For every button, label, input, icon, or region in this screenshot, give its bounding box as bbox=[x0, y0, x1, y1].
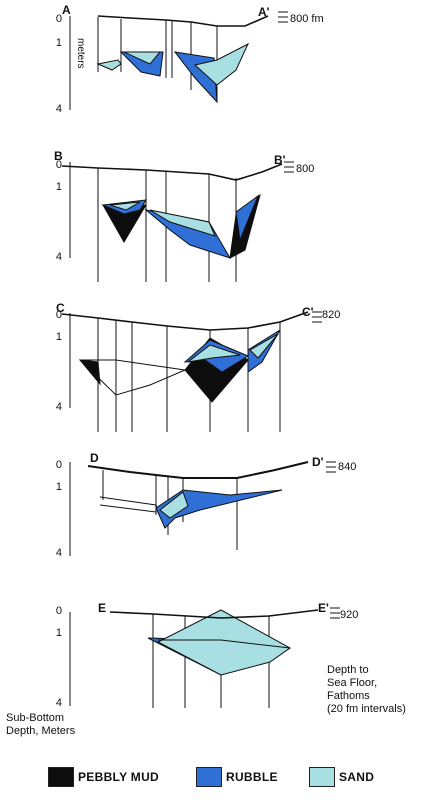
profile-e-depth: 920 bbox=[340, 609, 358, 621]
profile-a-end: A' bbox=[258, 5, 270, 19]
profile-d-start: D bbox=[90, 451, 99, 465]
sea-floor-note-line-2: Sea Floor, bbox=[327, 677, 378, 689]
tick-b-0: 0 bbox=[56, 159, 62, 171]
sea-floor-note-line-1: Depth to bbox=[327, 664, 369, 676]
tick-d-1: 1 bbox=[56, 481, 62, 493]
tick-c-1: 1 bbox=[56, 331, 62, 343]
profile-c-end: C' bbox=[302, 305, 314, 319]
profile-c: 0 1 4 C C' 820 bbox=[56, 301, 340, 432]
tick-a-0: 0 bbox=[56, 13, 62, 25]
sea-floor-note: Depth to Sea Floor, Fathoms (20 fm inter… bbox=[327, 664, 406, 716]
rubble-swatch bbox=[196, 767, 222, 787]
tick-a-4: 4 bbox=[56, 103, 62, 115]
profile-e-end: E' bbox=[318, 601, 329, 615]
profile-b-depth: 800 bbox=[296, 163, 314, 175]
sub-bottom-note-line-2: Depth, Meters bbox=[6, 725, 76, 737]
profile-d-depth: 840 bbox=[338, 461, 356, 473]
profile-b-end: B' bbox=[274, 153, 286, 167]
tick-c-0: 0 bbox=[56, 309, 62, 321]
tick-c-4: 4 bbox=[56, 401, 62, 413]
profile-a: 0 1 4 meters A A' 800 fm bbox=[56, 3, 324, 115]
profile-a-start: A bbox=[62, 3, 71, 17]
legend-item-rubble: RUBBLE bbox=[196, 766, 278, 788]
profile-c-start: C bbox=[56, 301, 65, 315]
tick-a-1: 1 bbox=[56, 37, 62, 49]
tick-e-0: 0 bbox=[56, 605, 62, 617]
profile-d-end: D' bbox=[312, 455, 324, 469]
sand-swatch bbox=[309, 767, 335, 787]
sub-bottom-note: Sub-Bottom Depth, Meters bbox=[6, 712, 75, 738]
legend-label-pebbly-mud: PEBBLY MUD bbox=[78, 770, 160, 784]
sea-floor-note-line-4: (20 fm intervals) bbox=[327, 703, 406, 715]
legend-label-rubble: RUBBLE bbox=[226, 770, 278, 784]
axis-label-meters: meters bbox=[75, 38, 86, 69]
profile-c-depth: 820 bbox=[322, 309, 340, 321]
profile-e-start: E bbox=[98, 601, 106, 615]
tick-e-4: 4 bbox=[56, 697, 62, 709]
profile-a-depth: 800 fm bbox=[290, 13, 324, 25]
legend-item-sand: SAND bbox=[309, 766, 374, 788]
profile-d: 0 1 4 D D' 840 bbox=[56, 451, 356, 559]
profile-b: 0 1 4 B B' 800 bbox=[54, 149, 314, 282]
tick-d-0: 0 bbox=[56, 459, 62, 471]
tick-b-1: 1 bbox=[56, 181, 62, 193]
tick-d-4: 4 bbox=[56, 547, 62, 559]
tick-e-1: 1 bbox=[56, 627, 62, 639]
pebbly-mud-swatch bbox=[48, 767, 74, 787]
legend-label-sand: SAND bbox=[339, 770, 375, 784]
sub-bottom-note-line-1: Sub-Bottom bbox=[6, 712, 65, 724]
tick-b-4: 4 bbox=[56, 251, 62, 263]
sea-floor-note-line-3: Fathoms bbox=[327, 690, 370, 702]
profile-b-start: B bbox=[54, 149, 63, 163]
profile-e: 0 1 4 E E' 920 bbox=[56, 601, 358, 709]
legend-item-pebbly-mud: PEBBLY MUD bbox=[48, 766, 159, 788]
